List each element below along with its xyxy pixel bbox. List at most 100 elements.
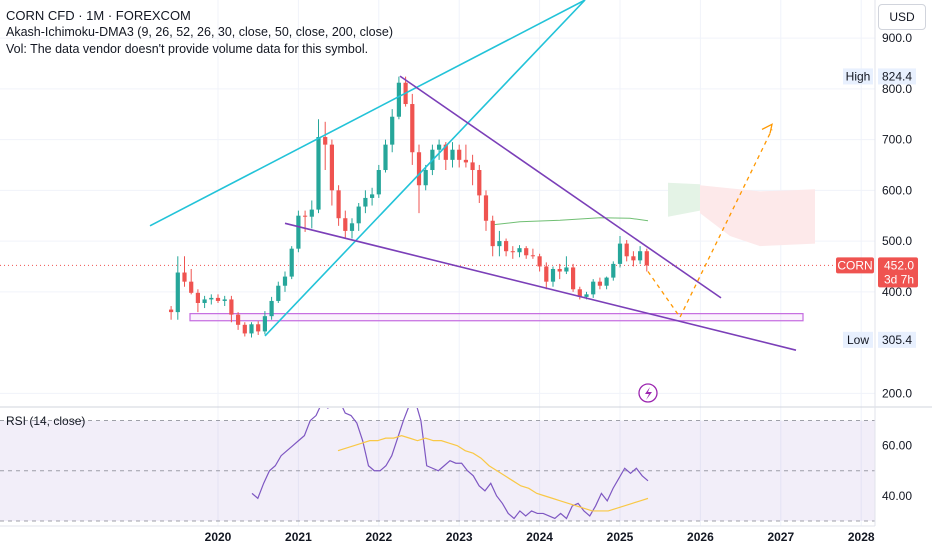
low-label-value-bg (878, 331, 916, 348)
candle-body (282, 276, 288, 286)
high-label-value-bg (878, 68, 916, 85)
candle (316, 119, 321, 214)
candle-body (617, 243, 623, 264)
candle (329, 139, 334, 206)
candle-body (189, 281, 194, 293)
candle-body (343, 218, 348, 231)
rsi-line (251, 408, 649, 520)
candle-body (249, 324, 254, 334)
candle-body (530, 255, 535, 257)
price-tick-label: 200.0 (882, 386, 912, 400)
chart-title: CORN CFD · 1M · FOREXCOM (6, 8, 191, 23)
candle-body (195, 292, 200, 303)
low-label-name: Low (847, 333, 869, 347)
candle (296, 210, 301, 253)
candle-body (396, 82, 401, 117)
candle-body (416, 152, 422, 186)
high-label-name-bg (843, 68, 873, 85)
candle (477, 164, 482, 203)
candle-body (624, 243, 629, 257)
candle-body (423, 170, 428, 186)
projected-path (647, 129, 773, 319)
ichimoku-cloud (700, 185, 815, 247)
last-price-name-bg (836, 257, 874, 274)
last-price-value-bg (878, 257, 918, 288)
candle-body (215, 297, 221, 301)
candle (537, 253, 542, 272)
candle (517, 245, 522, 258)
candle-body (390, 116, 395, 145)
price-tick-label: 600.0 (882, 183, 912, 197)
candle-body (517, 248, 522, 253)
candle-body (242, 324, 247, 334)
candle-body (303, 215, 308, 217)
candle-body (550, 268, 556, 282)
candle-body (510, 251, 515, 253)
candle (510, 246, 515, 259)
low-label-value: 305.4 (882, 333, 912, 347)
candle-body (490, 220, 495, 247)
candle-body (557, 268, 562, 272)
candle-body (604, 277, 609, 286)
price-tick-label: 800.0 (882, 82, 912, 96)
candle-body (457, 149, 462, 160)
candle (323, 121, 328, 171)
high-label-value: 824.4 (882, 69, 912, 83)
candle-body (537, 256, 542, 267)
candle-body (316, 137, 321, 210)
rsi-tick-label: 60.00 (882, 439, 912, 453)
candle (457, 144, 462, 168)
candle (356, 203, 361, 231)
candle-body (450, 149, 455, 160)
candle-body (638, 251, 643, 261)
candle (437, 139, 442, 160)
candle-body (611, 263, 616, 278)
candle (229, 295, 234, 323)
candle-body (644, 251, 649, 266)
candle (617, 235, 623, 268)
candle (544, 262, 549, 290)
candle-body (276, 285, 281, 301)
candle (631, 251, 636, 267)
price-tick-label: 700.0 (882, 133, 912, 147)
time-tick-label: 2023 (446, 530, 473, 544)
currency-button[interactable]: USD (878, 4, 926, 30)
candle-body (584, 294, 589, 297)
time-tick-label: 2027 (767, 530, 794, 544)
candle-body (410, 104, 415, 153)
candle (571, 263, 576, 292)
candle (416, 144, 422, 214)
rsi-tick-label: 40.00 (882, 489, 912, 503)
time-tick-label: 2022 (365, 530, 392, 544)
last-price-name: CORN (837, 258, 872, 272)
candle-body (289, 248, 294, 277)
candle (383, 139, 388, 173)
candle (410, 93, 415, 165)
time-tick-label: 2020 (205, 530, 232, 544)
candle-body (524, 248, 529, 256)
candle (390, 109, 395, 153)
candle (370, 187, 375, 206)
candle-body (544, 266, 549, 282)
rsi-pane[interactable]: RSI (14, close) (0, 400, 932, 522)
candle-body (631, 256, 636, 261)
candle (343, 210, 348, 239)
candle (597, 277, 602, 290)
candle (236, 312, 241, 330)
candle (644, 248, 649, 272)
candle-body (383, 144, 388, 171)
candle-body (504, 241, 509, 252)
candle-body (376, 170, 381, 195)
candle-body (262, 316, 267, 332)
candle (490, 215, 495, 257)
candle (638, 246, 643, 264)
candle (249, 322, 254, 338)
last-price-countdown: 3d 7h (884, 272, 914, 286)
candle (463, 144, 468, 168)
candle-body (323, 137, 328, 145)
candle (256, 321, 261, 335)
axes-layer: 900.0 800.0 700.0 600.0 500.0 400.0 200.0 60.00… (0, 0, 918, 544)
candle (524, 246, 529, 259)
candle-body (309, 209, 314, 217)
